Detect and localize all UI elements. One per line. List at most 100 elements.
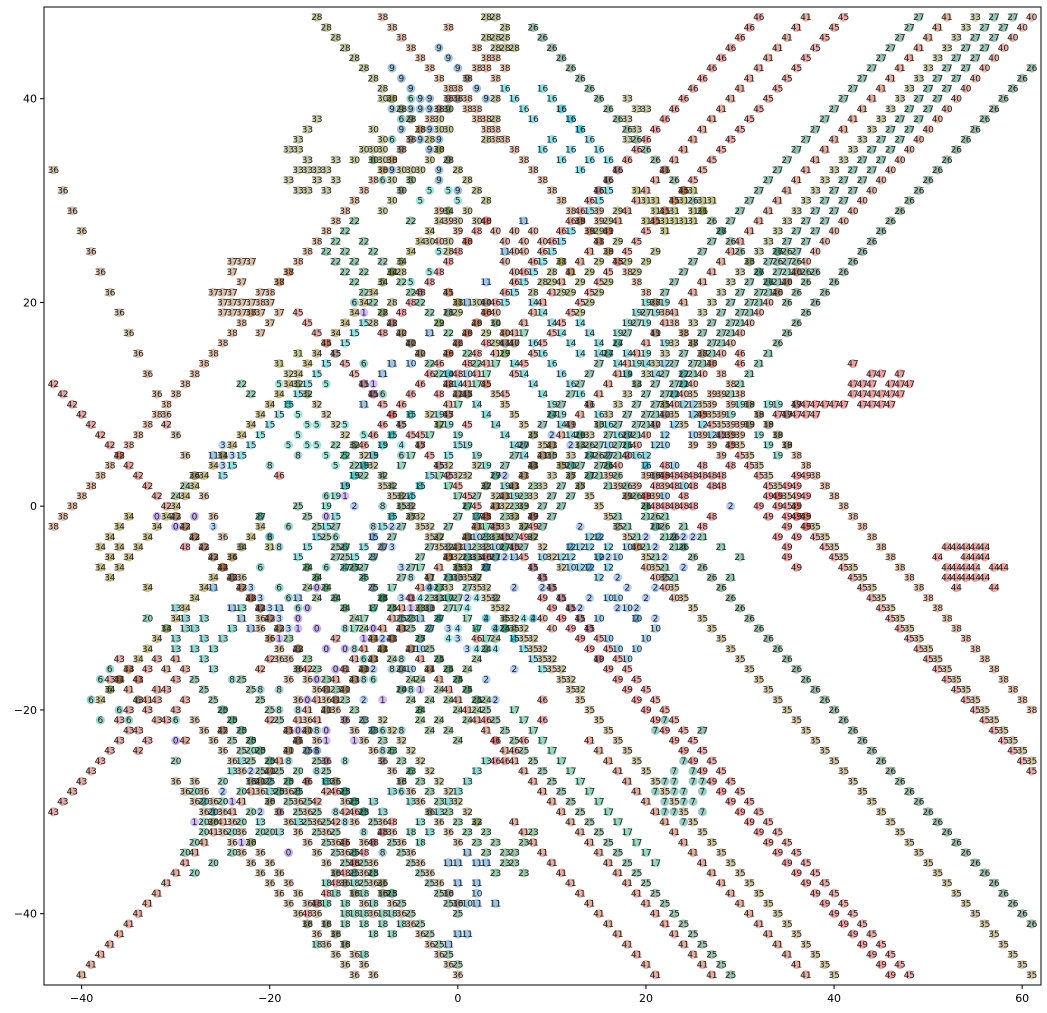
point-label: 30 <box>386 95 398 105</box>
point-label: 29 <box>433 319 445 329</box>
point-label: 27 <box>810 125 821 135</box>
point-label: 13 <box>208 665 219 675</box>
point-label: 27 <box>838 176 849 186</box>
point-label: 28 <box>349 54 361 64</box>
data-point <box>368 155 378 165</box>
point-label: 41 <box>283 726 294 736</box>
point-label: 34 <box>264 400 276 410</box>
point-label: 26 <box>969 859 981 869</box>
point-label: 35 <box>791 716 802 726</box>
point-label: 33 <box>650 360 661 370</box>
point-label: 36 <box>320 920 332 930</box>
point-label: 36 <box>349 950 361 960</box>
point-label: 41 <box>650 971 661 981</box>
data-point <box>340 786 350 796</box>
point-label: 27 <box>875 54 886 64</box>
point-label: 33 <box>810 186 821 196</box>
point-label: 38 <box>875 543 887 553</box>
point-label: 36 <box>283 818 295 828</box>
point-label: 10 <box>612 594 624 604</box>
point-label: 33 <box>603 411 614 421</box>
point-label: 27 <box>753 288 764 298</box>
point-label: 35 <box>471 584 482 594</box>
point-label: 13 <box>198 614 209 624</box>
point-label: 9 <box>436 44 442 54</box>
point-label: 34 <box>424 227 436 237</box>
point-label: 33 <box>838 156 849 166</box>
point-label: 8 <box>295 665 301 675</box>
point-label: 31 <box>650 197 661 207</box>
point-label: 13 <box>462 777 473 787</box>
data-point <box>368 389 378 399</box>
data-point <box>255 685 265 695</box>
point-label: 35 <box>922 859 933 869</box>
point-label: 14 <box>537 390 549 400</box>
point-label: 38 <box>941 614 953 624</box>
data-point <box>660 807 670 817</box>
point-label: 4 <box>399 441 405 451</box>
point-label: 41 <box>753 217 764 227</box>
point-label: 8 <box>295 787 301 797</box>
point-label: 8 <box>314 767 320 777</box>
point-label: 8 <box>342 879 348 889</box>
point-label: 41 <box>509 818 520 828</box>
point-label: 38 <box>471 115 483 125</box>
point-label: 19 <box>330 492 342 502</box>
point-label: 33 <box>800 197 811 207</box>
point-label: 5 <box>427 268 433 278</box>
point-label: 27 <box>904 23 915 33</box>
point-label: 41 <box>810 156 821 166</box>
point-label: 29 <box>452 309 464 319</box>
point-label: 27 <box>640 390 651 400</box>
point-label: 32 <box>386 726 397 736</box>
point-label: 6 <box>389 135 395 145</box>
point-label: 3 <box>370 553 376 563</box>
point-label: 38 <box>857 523 869 533</box>
point-label: 26 <box>988 879 1000 889</box>
point-label: 27 <box>913 95 924 105</box>
point-label: 33 <box>574 441 585 451</box>
data-point <box>697 807 707 817</box>
point-label: 2 <box>502 553 508 563</box>
point-label: 33 <box>292 135 303 145</box>
point-label: 1 <box>380 696 386 706</box>
point-label: 8 <box>276 543 282 553</box>
point-label: 27 <box>857 176 868 186</box>
point-label: 4 <box>474 624 480 634</box>
point-label: 41 <box>405 594 416 604</box>
point-label: 1 <box>239 838 245 848</box>
point-label: 26 <box>527 23 539 33</box>
point-label: 5 <box>436 248 442 258</box>
data-point <box>378 848 388 858</box>
point-label: 2 <box>361 696 367 706</box>
point-label: 30 <box>396 186 408 196</box>
point-label: 8 <box>389 512 395 522</box>
point-label: 4 <box>417 594 423 604</box>
point-label: 1 <box>229 798 235 808</box>
point-label: 26 <box>922 176 934 186</box>
point-label: 13 <box>471 767 482 777</box>
point-label: 34 <box>151 523 163 533</box>
point-label: 3 <box>220 461 226 471</box>
point-label: 41 <box>273 757 284 767</box>
point-label: 25 <box>715 961 726 971</box>
point-label: 6 <box>267 533 273 543</box>
data-point <box>575 522 585 532</box>
point-label: 41 <box>320 706 331 716</box>
point-label: 41 <box>744 227 755 237</box>
point-label: 4 <box>474 645 480 655</box>
point-label: 27 <box>847 85 858 95</box>
point-label: 36 <box>123 329 135 339</box>
point-label: 33 <box>292 166 303 176</box>
point-label: 38 <box>1016 696 1028 706</box>
point-label: 25 <box>283 777 294 787</box>
point-label: 33 <box>828 166 839 176</box>
point-label: 41 <box>292 737 303 747</box>
point-label: 34 <box>123 553 135 563</box>
point-label: 34 <box>198 584 210 594</box>
point-label: 41 <box>828 135 839 145</box>
point-label: 36 <box>198 492 210 502</box>
point-label: 27 <box>904 105 915 115</box>
point-label: 23 <box>480 828 491 838</box>
